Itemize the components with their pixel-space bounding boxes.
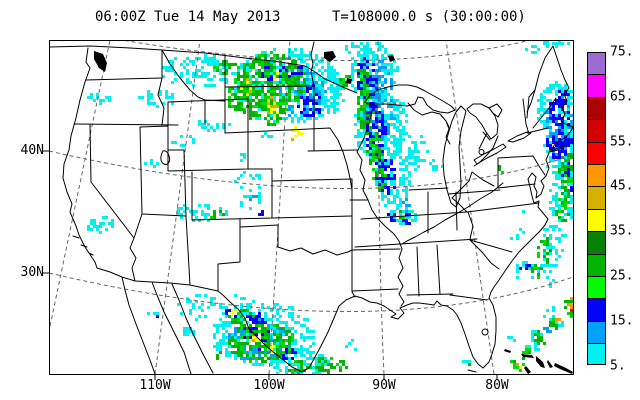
colorbar-cell — [587, 52, 606, 75]
colorbar-cell — [587, 253, 606, 276]
colorbar-cell — [587, 74, 606, 97]
colorbar-cell — [587, 208, 606, 232]
colorbar-cell — [587, 141, 606, 164]
filled-water-islands — [94, 51, 573, 374]
colorbar-cell — [587, 231, 606, 254]
colorbar-label: 5. — [610, 358, 626, 374]
colorbar-label: 35. — [610, 223, 634, 239]
plot-valid-time: 06:00Z Tue 14 May 2013 — [95, 9, 281, 25]
plot-forecast-time: T=108000.0 s (30:00:00) — [332, 9, 526, 25]
lon-label-80W: 80W — [485, 378, 509, 393]
colorbar-label: 55. — [610, 134, 634, 150]
basemap-outlines — [49, 41, 573, 374]
colorbar-label: 65. — [610, 89, 634, 105]
lat-label-40N: 40N — [20, 143, 44, 158]
graticule — [49, 40, 573, 374]
lon-label-100W: 100W — [253, 378, 285, 393]
colorbar-label: 15. — [610, 313, 634, 329]
colorbar-cell — [587, 163, 606, 187]
colorbar-label: 25. — [610, 268, 634, 284]
colorbar-cell — [587, 343, 606, 366]
colorbar-cell — [587, 275, 606, 299]
lon-label-90W: 90W — [372, 378, 396, 393]
colorbar-cell — [587, 320, 606, 344]
colorbar-cell — [587, 186, 606, 209]
lon-label-110W: 110W — [139, 378, 171, 393]
colorbar-label: 45. — [610, 178, 634, 194]
colorbar-cell — [587, 298, 606, 321]
colorbar-cell — [587, 96, 606, 120]
colorbar-label: 75. — [610, 44, 634, 60]
colorbar-cell — [587, 119, 606, 142]
radar-echo-layer — [87, 40, 573, 374]
reflectivity-colorbar — [587, 52, 606, 366]
lat-label-30N: 30N — [20, 265, 44, 280]
map-frame — [43, 40, 574, 380]
